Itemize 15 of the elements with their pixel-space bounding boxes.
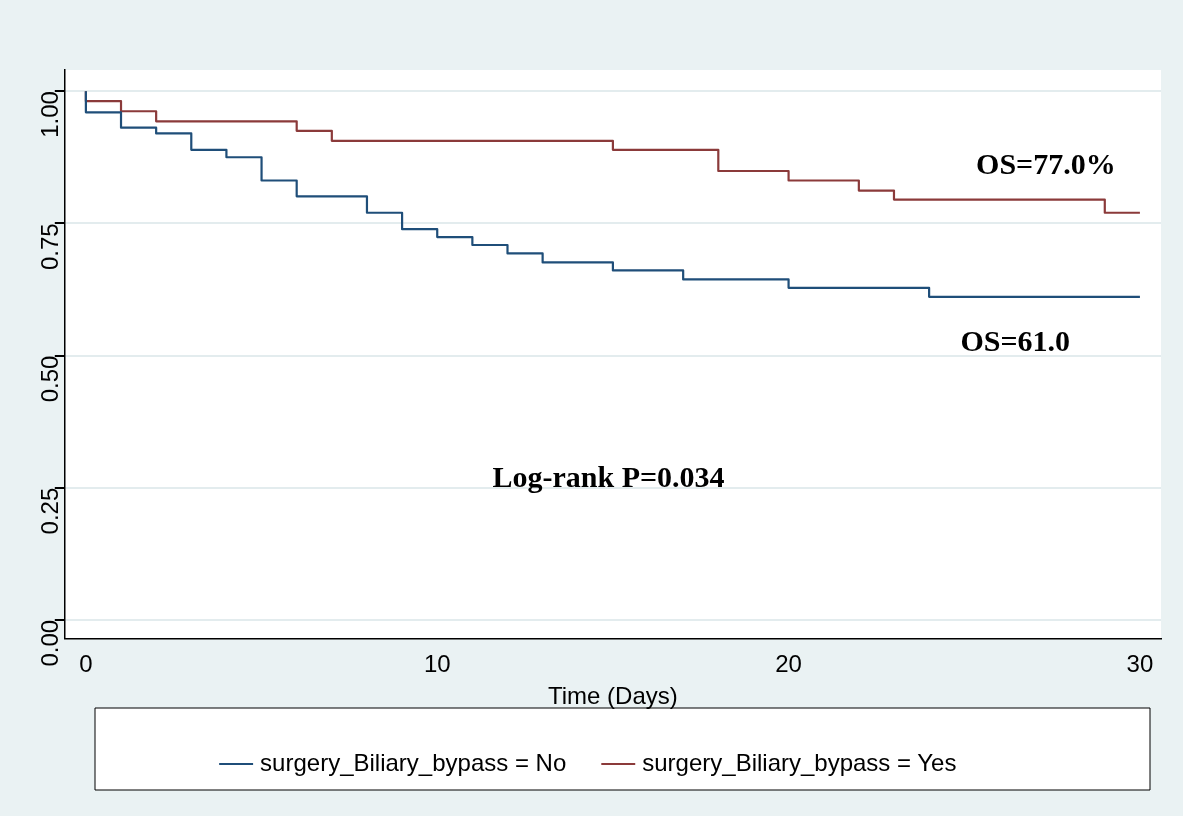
x-axis-title: Time (Days) <box>548 682 678 710</box>
x-tick-label: 10 <box>423 650 451 678</box>
x-tick-label: 30 <box>1126 650 1154 678</box>
annotation: OS=77.0% <box>976 147 1116 181</box>
x-tick-label: 20 <box>775 650 802 678</box>
annotation: Log-rank P=0.034 <box>492 460 725 493</box>
y-tick-label: 1.00 <box>36 91 64 138</box>
legend-label: surgery_Biliary_bypass = No <box>260 748 567 776</box>
y-tick-label: 0.00 <box>36 619 64 667</box>
y-tick-label: 0.50 <box>36 355 64 403</box>
y-tick-label: 0.75 <box>36 223 64 271</box>
y-tick-label: 0.25 <box>36 487 64 535</box>
x-tick-label: 0 <box>79 650 93 678</box>
annotation: OS=61.0 <box>960 323 1071 357</box>
legend-label: surgery_Biliary_bypass = Yes <box>642 748 957 776</box>
